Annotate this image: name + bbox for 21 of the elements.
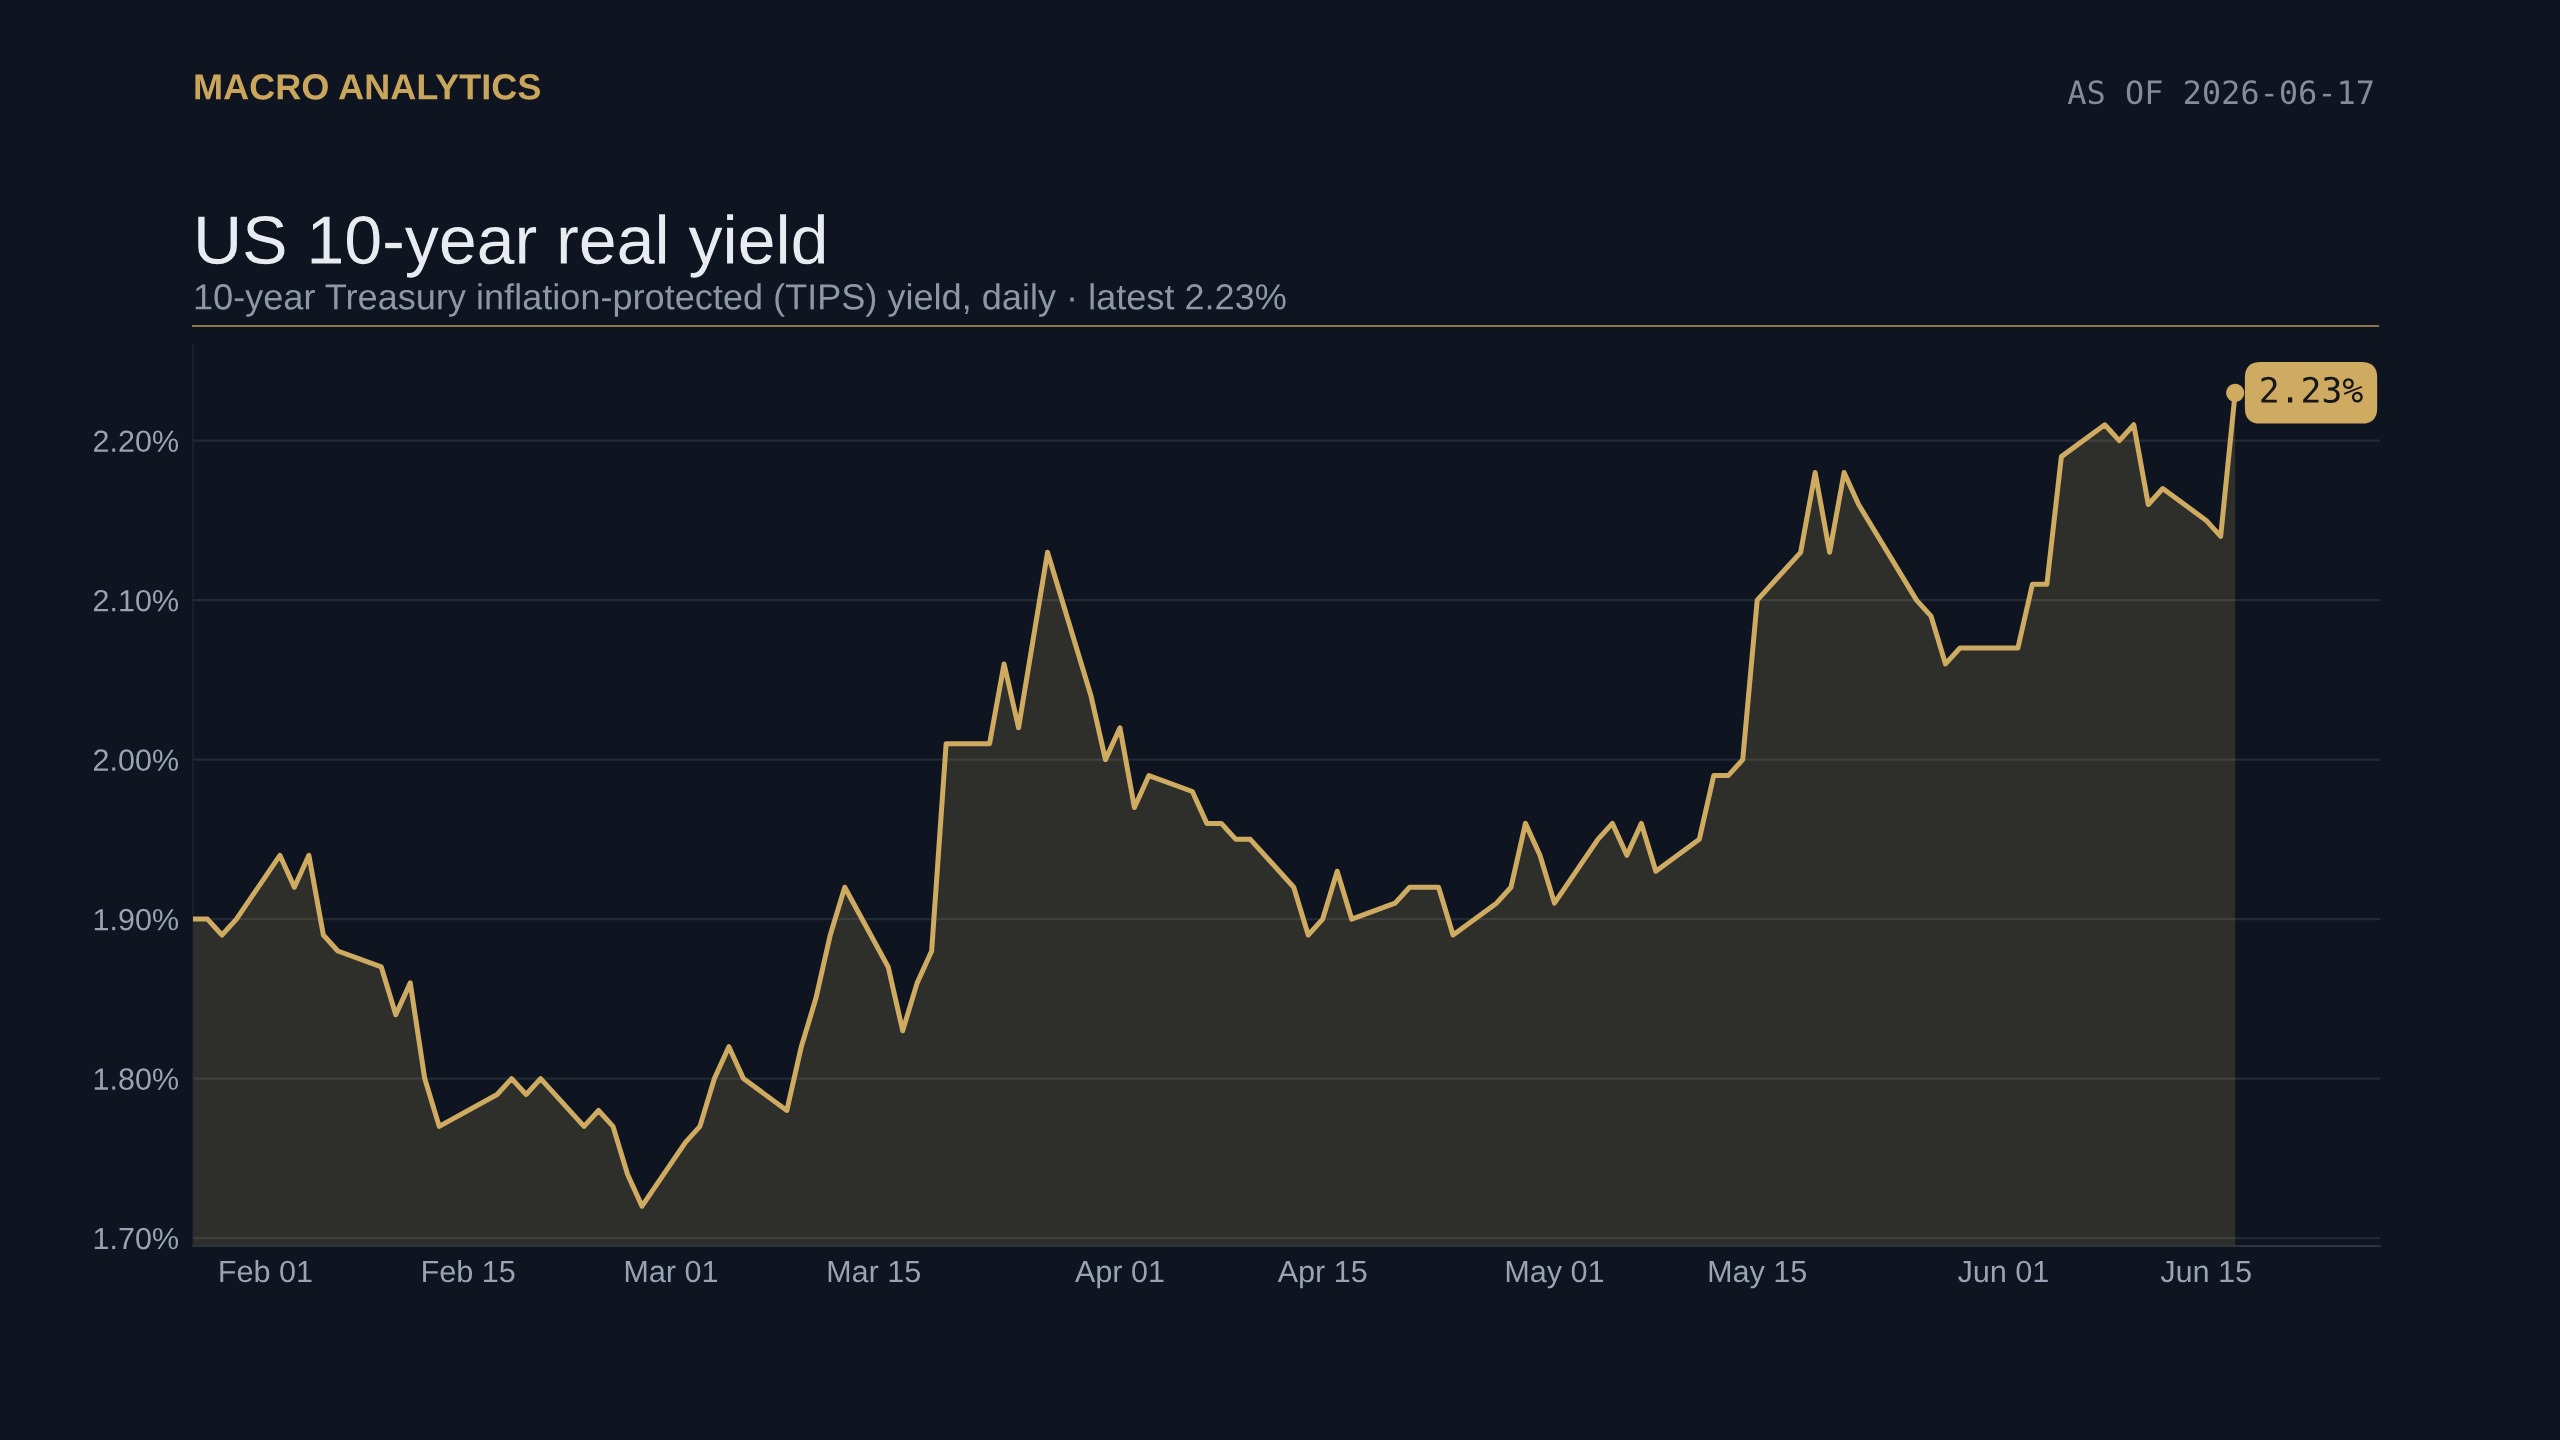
y-tick-label: 2.20%: [94, 430, 179, 453]
x-tick-label: Jun 15: [2160, 1261, 2251, 1283]
y-tick-label: 1.80%: [94, 1068, 179, 1090]
y-tick-label: 1.70%: [94, 1227, 179, 1250]
x-tick-label: Apr 01: [1074, 1260, 1164, 1289]
annotation: 2.23%: [2261, 376, 2363, 404]
x-tick-label: Feb 15: [423, 1259, 515, 1283]
x-tick-label: Mar 01: [625, 1260, 718, 1283]
y-tick-label: 2.10%: [94, 589, 179, 612]
x-tick-label: Apr 15: [1277, 1261, 1367, 1289]
y-tick-label: 1.90%: [94, 908, 179, 931]
text: MACRO ANALYTICS: [195, 74, 541, 100]
x-tick-label: Jun 01: [1958, 1260, 2048, 1283]
chart-subtitle: 10-year Treasury inflation-protected (TIPS) yield, daily · latest 2.23%: [195, 283, 1286, 317]
x-tick-label: May 01: [1506, 1260, 1604, 1289]
x-tick-label: May 15: [1709, 1261, 1807, 1289]
y-tick-label: 2.00%: [94, 749, 179, 771]
text: AS OF 2026-06-17: [2067, 80, 2373, 105]
x-tick-label: Feb 01: [220, 1259, 312, 1283]
chart-title: US 10-year real yield: [198, 214, 825, 278]
x-tick-label: Mar 15: [828, 1261, 920, 1283]
